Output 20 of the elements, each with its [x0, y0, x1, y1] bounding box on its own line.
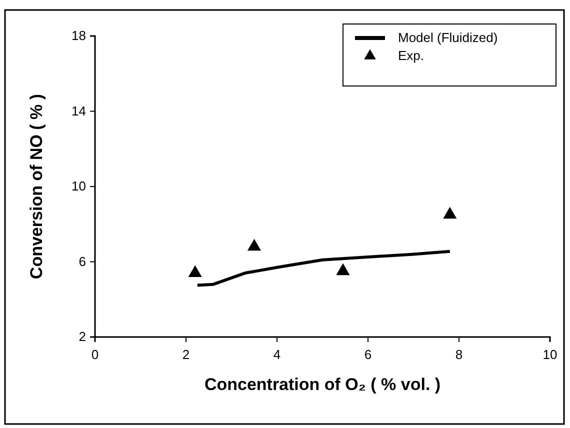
point	[336, 263, 350, 276]
y-tick-label: 14	[72, 103, 86, 118]
x-tick-label: 2	[182, 347, 190, 362]
y-tick-label: 2	[78, 329, 86, 344]
point	[188, 265, 202, 277]
x-tick-label: 0	[91, 347, 99, 362]
y-axis-title: Conversion of NO ( % )	[27, 94, 46, 280]
legend-label: Exp.	[398, 48, 424, 63]
x-tick-label: 6	[364, 347, 372, 362]
point	[443, 206, 457, 219]
y-tick-label: 6	[78, 254, 86, 269]
point	[247, 238, 262, 251]
x-tick-label: 10	[542, 347, 558, 362]
line-series	[196, 250, 452, 287]
y-tick-label: 10	[72, 178, 86, 194]
y-tick-label: 18	[72, 28, 86, 44]
x-axis-title: Concentration of O₂ ( % vol. )	[204, 375, 441, 394]
legend-label: Model (Fluidized)	[398, 30, 498, 45]
x-tick-label: 4	[273, 347, 281, 362]
x-tick-label: 8	[455, 347, 463, 362]
